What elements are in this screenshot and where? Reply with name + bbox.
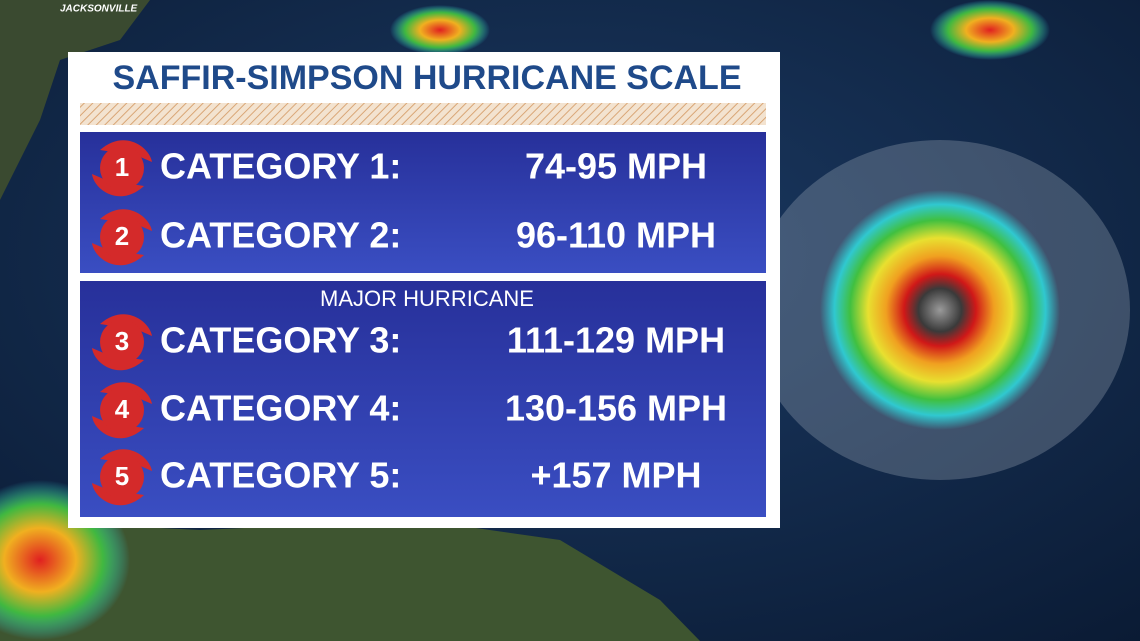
category-number: 1 xyxy=(115,152,129,182)
divider xyxy=(80,103,766,125)
category-number: 2 xyxy=(115,221,129,251)
section-heading: MAJOR HURRICANE xyxy=(320,286,534,311)
wind-range: 74-95 MPH xyxy=(525,146,707,187)
storm-cell xyxy=(930,0,1050,60)
category-label: CATEGORY 1: xyxy=(160,146,401,187)
hurricane-icon xyxy=(100,320,144,364)
hurricane-icon xyxy=(100,215,144,259)
category-label: CATEGORY 2: xyxy=(160,215,401,256)
wind-range: +157 MPH xyxy=(530,455,701,496)
category-label: CATEGORY 3: xyxy=(160,320,401,361)
category-label: CATEGORY 5: xyxy=(160,455,401,496)
hurricane-icon xyxy=(100,388,144,432)
wind-range: 96-110 MPH xyxy=(516,215,716,256)
category-number: 3 xyxy=(115,326,129,356)
wind-range: 111-129 MPH xyxy=(507,320,725,361)
section-box xyxy=(80,132,766,273)
category-number: 5 xyxy=(115,461,129,491)
category-label: CATEGORY 4: xyxy=(160,388,401,429)
section-box xyxy=(80,281,766,517)
category-number: 4 xyxy=(115,394,130,424)
land xyxy=(0,520,700,641)
title: SAFFIR-SIMPSON HURRICANE SCALE xyxy=(112,59,741,97)
wind-range: 130-156 MPH xyxy=(505,388,727,429)
hurricane-icon xyxy=(100,455,144,499)
map-label: JACKSONVILLE xyxy=(60,4,138,15)
storm-cell xyxy=(390,5,490,55)
hurricane-icon xyxy=(100,146,144,190)
hurricane xyxy=(820,190,1060,430)
land xyxy=(0,0,150,200)
